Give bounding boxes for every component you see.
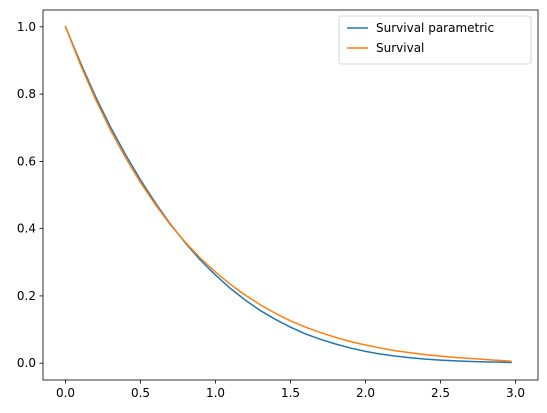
- legend-label-1: Survival: [376, 41, 424, 55]
- axes: 0.0 0.5 1.0 1.5 2.0 2.5 3.0 0.0 0.2 0.4 0.6 0.8 1.0: [17, 9, 539, 400]
- x-tick-label: 3.0: [506, 386, 525, 400]
- y-tick-label: 0.8: [17, 87, 36, 101]
- y-tick-label: 0.0: [17, 356, 36, 370]
- series-lines: [64, 25, 512, 364]
- y-tick-label: 0.4: [17, 222, 36, 236]
- x-tick-label: 2.0: [356, 386, 375, 400]
- series-line-1: [64, 25, 512, 362]
- x-tick-label: 0.5: [131, 386, 150, 400]
- legend-label-0: Survival parametric: [376, 21, 494, 35]
- y-tick-label: 1.0: [17, 20, 36, 34]
- x-tick-label: 1.5: [281, 386, 300, 400]
- x-tick-label: 1.0: [206, 386, 225, 400]
- y-tick-label: 0.2: [17, 289, 36, 303]
- x-tick-label: 2.5: [431, 386, 450, 400]
- legend-box: [338, 15, 532, 65]
- legend: Survival parametric Survival: [338, 15, 532, 65]
- plot-area: [43, 10, 538, 380]
- series-line-0: [64, 25, 512, 364]
- x-tick-label: 0.0: [56, 386, 75, 400]
- y-tick-label: 0.6: [17, 154, 36, 168]
